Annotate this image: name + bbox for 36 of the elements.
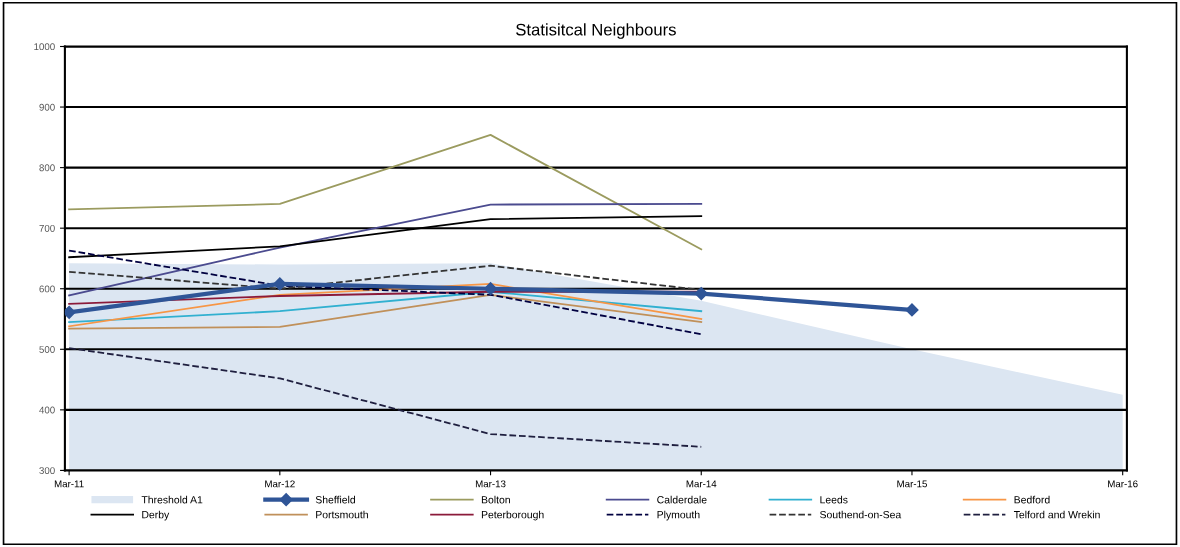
line-series bbox=[68, 203, 703, 297]
y-tick-label: 700 bbox=[39, 224, 55, 232]
legend-label: Telford and Wrekin bbox=[1013, 510, 1100, 519]
x-tick-label: Mar-12 bbox=[265, 480, 295, 488]
legend-label: Calderdale bbox=[657, 495, 707, 504]
legend-label: Portsmouth bbox=[316, 510, 368, 519]
legend-label: Plymouth bbox=[657, 510, 700, 521]
legend-label: Bedford bbox=[1014, 495, 1050, 504]
y-tick-label: 500 bbox=[39, 346, 55, 353]
chart-title: Statisitcal Neighbours bbox=[516, 23, 676, 39]
legend-label: Sheffield bbox=[315, 495, 355, 504]
line-series bbox=[68, 249, 703, 336]
y-tick-label: 400 bbox=[39, 406, 55, 414]
point bbox=[694, 286, 708, 301]
legend-label: Derby bbox=[142, 510, 170, 521]
legend-label: Leeds bbox=[820, 495, 848, 504]
y-tick-label: 600 bbox=[39, 285, 55, 293]
x-tick-label: Mar-11 bbox=[54, 480, 84, 488]
point bbox=[483, 282, 498, 296]
x-tick-label: Mar-15 bbox=[897, 480, 927, 488]
point bbox=[64, 305, 76, 319]
y-tick-label: 800 bbox=[39, 164, 55, 172]
y-tick-label: 1000 bbox=[34, 43, 55, 51]
point bbox=[905, 303, 919, 317]
x-tick-label: Mar-14 bbox=[686, 480, 717, 488]
legend-label: Peterborough bbox=[481, 510, 544, 521]
x-tick-label: Mar-16 bbox=[1108, 480, 1138, 488]
line-series bbox=[68, 134, 703, 251]
x-tick-label: Mar-13 bbox=[475, 480, 506, 488]
y-tick-label: 900 bbox=[39, 103, 55, 111]
legend-label: Southend-on-Sea bbox=[820, 510, 902, 519]
legend-label: Threshold A1 bbox=[141, 495, 203, 504]
y-tick-label: 300 bbox=[39, 467, 55, 475]
legend-label: Bolton bbox=[481, 495, 510, 504]
line-series bbox=[68, 347, 703, 448]
point bbox=[273, 277, 287, 291]
